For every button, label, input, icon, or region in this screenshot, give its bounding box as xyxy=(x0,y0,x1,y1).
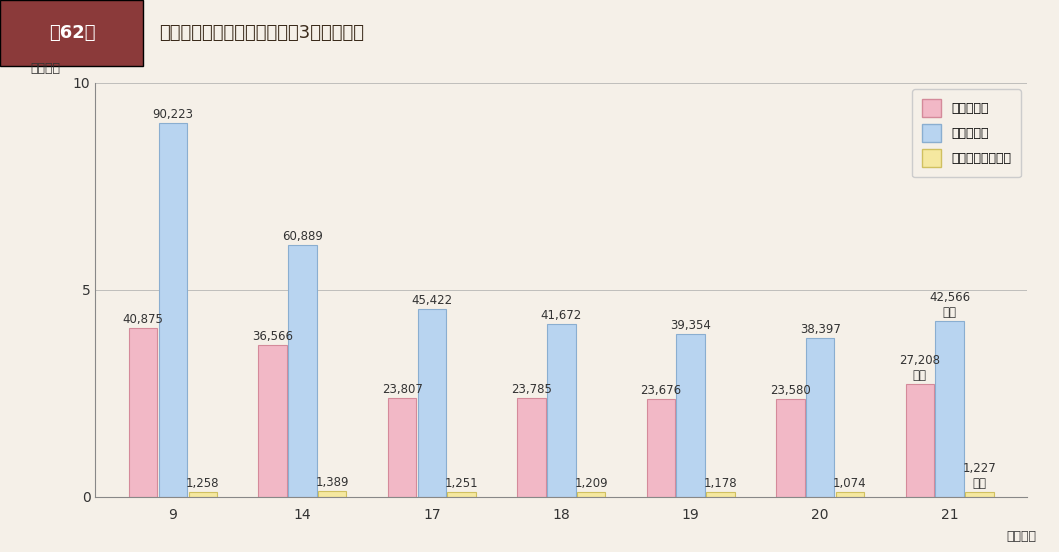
Bar xyxy=(447,492,475,497)
Bar xyxy=(288,245,317,497)
Bar xyxy=(258,346,287,497)
Text: 36,566: 36,566 xyxy=(252,330,293,343)
Bar xyxy=(517,399,545,497)
Bar xyxy=(318,491,346,497)
Text: 42,566
億円: 42,566 億円 xyxy=(929,290,970,319)
Text: 第62図: 第62図 xyxy=(49,24,95,42)
Text: 40,875: 40,875 xyxy=(123,312,164,326)
Bar xyxy=(647,399,676,497)
Text: 38,397: 38,397 xyxy=(800,323,841,336)
Bar xyxy=(548,324,575,497)
Text: 1,178: 1,178 xyxy=(703,477,737,490)
Text: 1,258: 1,258 xyxy=(186,476,219,490)
Bar xyxy=(935,321,964,497)
Bar xyxy=(388,398,416,497)
Bar xyxy=(836,492,864,497)
Text: 23,676: 23,676 xyxy=(641,384,682,397)
Bar xyxy=(905,384,934,497)
Text: 普通建設事業費の推移（その3　市町村）: 普通建設事業費の推移（その3 市町村） xyxy=(159,24,364,42)
Bar xyxy=(776,399,805,497)
Bar xyxy=(806,338,834,497)
Text: 60,889: 60,889 xyxy=(282,230,323,243)
Bar xyxy=(159,123,187,497)
Text: （兆円）: （兆円） xyxy=(30,61,60,75)
Text: 1,227
億円: 1,227 億円 xyxy=(963,461,997,490)
Text: （年度）: （年度） xyxy=(1006,530,1037,543)
Text: 1,209: 1,209 xyxy=(574,477,608,490)
Text: 23,785: 23,785 xyxy=(511,383,552,396)
FancyBboxPatch shape xyxy=(0,0,143,66)
Text: 41,672: 41,672 xyxy=(541,309,581,322)
Bar xyxy=(129,327,158,497)
Bar xyxy=(965,492,993,497)
Bar xyxy=(189,492,217,497)
Bar xyxy=(677,334,705,497)
Text: 23,807: 23,807 xyxy=(381,383,423,396)
Text: 90,223: 90,223 xyxy=(152,108,194,121)
Text: 23,580: 23,580 xyxy=(770,384,811,397)
Text: 39,354: 39,354 xyxy=(670,319,712,332)
Text: 1,074: 1,074 xyxy=(833,477,866,490)
Text: 27,208
億円: 27,208 億円 xyxy=(899,354,940,382)
Text: 1,389: 1,389 xyxy=(316,476,348,489)
Bar xyxy=(577,492,606,497)
Bar xyxy=(417,309,446,497)
Legend: 補助事業費, 単独事業費, 国直轄事業負担金: 補助事業費, 単独事業費, 国直轄事業負担金 xyxy=(912,89,1021,177)
Text: 1,251: 1,251 xyxy=(445,476,479,490)
Bar xyxy=(706,492,735,497)
Text: 45,422: 45,422 xyxy=(411,294,452,307)
